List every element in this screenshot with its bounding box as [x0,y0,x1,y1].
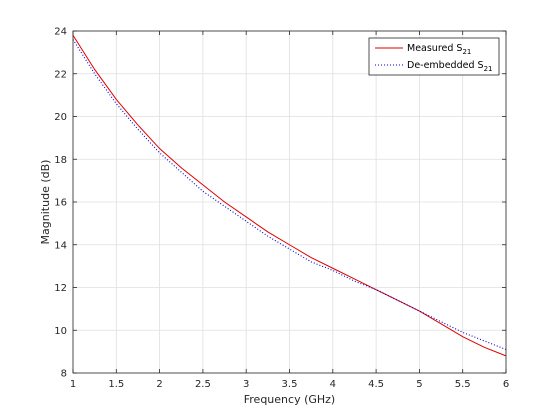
x-tick-label: 6 [503,379,509,390]
legend-box [368,37,500,76]
x-tick-label: 4.5 [368,379,384,390]
y-tick-label: 12 [54,283,67,294]
y-tick-label: 8 [61,369,67,380]
x-tick-label: 3.5 [282,379,298,390]
y-tick-label: 16 [54,198,67,209]
x-axis-label: Frequency (GHz) [244,393,335,406]
x-tick-label: 3 [243,379,249,390]
x-tick-label: 5.5 [455,379,471,390]
y-tick-label: 20 [54,112,67,123]
x-tick-label: 4 [330,379,336,390]
y-axis-label: Magnitude (dB) [39,160,52,245]
x-tick-label: 5 [416,379,422,390]
series-line-measured [72,35,507,357]
x-tick-label: 1.5 [108,379,124,390]
legend-label-de-embedded: De-embedded S21 [407,60,492,73]
x-tick-label: 2.5 [195,379,211,390]
y-tick-label: 14 [54,240,67,251]
data-series [72,35,507,357]
axis-ticks: 1 1.5 2 2.5 3 3.5 4 4.5 5 5.5 6 8 10 12 14 16 18 20 22 24 [54,27,509,391]
y-tick-label: 24 [54,27,67,38]
legend-label-measured: Measured S21 [407,43,471,56]
legend: Measured S21 De-embedded S21 [368,37,500,76]
y-tick-label: 10 [54,326,67,337]
y-tick-label: 22 [54,69,67,80]
y-tick-label: 18 [54,155,67,166]
x-tick-label: 2 [156,379,162,390]
series-line-de-embedded [72,39,507,351]
grid-lines [72,30,507,374]
x-tick-label: 1 [70,379,76,390]
